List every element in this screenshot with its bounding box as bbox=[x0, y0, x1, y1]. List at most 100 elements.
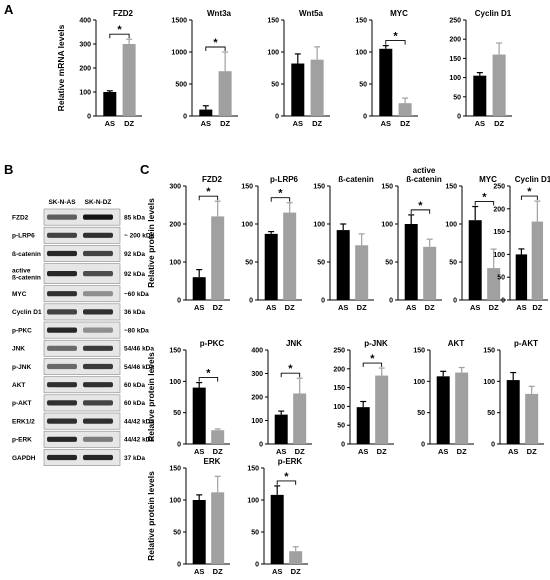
x-tick-label: AS bbox=[293, 119, 303, 128]
significance-bracket bbox=[385, 40, 406, 45]
significance-bracket bbox=[109, 33, 130, 39]
blot-size-label: 92 kDa bbox=[124, 251, 145, 258]
significance-star: * bbox=[278, 188, 283, 200]
x-tick-label: AS bbox=[201, 119, 211, 128]
blot-size-label: 54/46 kDa bbox=[124, 346, 154, 353]
bar bbox=[379, 48, 393, 116]
blot-strip bbox=[43, 376, 121, 394]
blot-size-label: 44/42 kDa bbox=[124, 418, 154, 425]
chart: 0 50 100 150 ERK Relative protein levels AS DZ bbox=[146, 457, 230, 576]
panel-label-c: C bbox=[140, 162, 150, 177]
blot-row-label: MYC bbox=[12, 291, 27, 298]
blot-band bbox=[47, 232, 77, 238]
x-tick-label: AS bbox=[516, 303, 526, 312]
x-tick-label: AS bbox=[194, 567, 204, 576]
blot-strip bbox=[43, 303, 121, 321]
y-tick-label: 50 bbox=[173, 530, 181, 537]
blot-band bbox=[47, 436, 77, 442]
significance-bracket bbox=[280, 372, 301, 378]
y-tick-label: 100 bbox=[169, 498, 181, 505]
bar bbox=[455, 372, 469, 444]
y-tick-label: 50 bbox=[271, 82, 279, 89]
blot-row-label: Cyclin D1 bbox=[12, 309, 42, 316]
blot-size-label: 60 kDa bbox=[124, 382, 145, 389]
x-tick-label: DZ bbox=[220, 119, 230, 128]
chart-title: JNK bbox=[286, 339, 302, 348]
chart-title: ERK bbox=[204, 457, 221, 466]
bar bbox=[192, 387, 206, 444]
significance-bracket bbox=[205, 46, 226, 51]
y-tick-label: 0 bbox=[177, 442, 181, 449]
chart: 0 50 100 150 200 250 p-JNK AS DZ * bbox=[333, 339, 394, 456]
significance-bracket bbox=[198, 195, 219, 201]
bar bbox=[283, 212, 297, 300]
y-tick-label: 0 bbox=[255, 562, 259, 569]
x-tick-label: AS bbox=[470, 303, 480, 312]
chart: 0 50 100 150 Wnt5a AS DZ bbox=[267, 9, 330, 128]
significance-star: * bbox=[288, 363, 293, 375]
bar bbox=[398, 103, 412, 116]
y-tick-label: 100 bbox=[333, 404, 345, 411]
y-tick-label: 100 bbox=[169, 260, 181, 267]
blot-size-label: 54/46 kDa bbox=[124, 364, 154, 371]
y-tick-label: 1500 bbox=[171, 18, 187, 25]
blot-size-label: ~60 kDa bbox=[124, 291, 149, 298]
chart-title: Cyclin D1 bbox=[515, 175, 550, 184]
chart: 0 50 100 150 200 250 Cyclin D1 AS DZ bbox=[449, 9, 512, 128]
blot-band bbox=[47, 418, 77, 424]
y-tick-label: 200 bbox=[79, 66, 91, 73]
y-tick-label: 0 bbox=[259, 442, 263, 449]
chart-title: p-AKT bbox=[514, 339, 538, 348]
y-tick-label: 0 bbox=[389, 298, 393, 305]
chart-title: active ß-catenin bbox=[406, 166, 442, 184]
y-tick-label: 150 bbox=[355, 18, 367, 25]
significance-star: * bbox=[370, 353, 375, 365]
x-tick-label: DZ bbox=[457, 447, 467, 456]
blot-size-label: 85 kDa bbox=[124, 214, 145, 221]
blot-band bbox=[83, 345, 113, 351]
x-tick-label: AS bbox=[276, 447, 286, 456]
bar bbox=[211, 430, 225, 444]
y-tick-label: 50 bbox=[453, 94, 461, 101]
x-tick-label: DZ bbox=[357, 303, 367, 312]
blot-size-label: ~ 200 kDa bbox=[124, 233, 155, 240]
y-tick-label: 0 bbox=[87, 114, 91, 121]
y-tick-label: 300 bbox=[169, 184, 181, 191]
y-tick-label: 150 bbox=[267, 18, 279, 25]
y-tick-label: 400 bbox=[79, 18, 91, 25]
bar bbox=[270, 494, 284, 564]
chart-title: p-JNK bbox=[364, 339, 388, 348]
significance-star: * bbox=[418, 200, 423, 212]
y-tick-label: 250 bbox=[493, 184, 505, 191]
y-tick-label: 50 bbox=[359, 82, 367, 89]
bar bbox=[492, 54, 506, 116]
y-tick-label: 100 bbox=[493, 252, 505, 259]
bar bbox=[356, 407, 370, 444]
chart-title: p-ERK bbox=[278, 457, 303, 466]
y-tick-label: 50 bbox=[497, 275, 505, 282]
bar bbox=[487, 268, 501, 300]
significance-star: * bbox=[117, 24, 122, 36]
bar bbox=[515, 254, 528, 300]
x-tick-label: AS bbox=[358, 447, 368, 456]
y-tick-label: 50 bbox=[337, 423, 345, 430]
blot-size-label: 92 kDa bbox=[124, 271, 145, 278]
significance-bracket bbox=[520, 195, 538, 201]
chart: 0 500 1000 1500 Wnt3a AS DZ * bbox=[171, 9, 238, 128]
blot-band bbox=[83, 250, 113, 257]
y-axis-label: Relative protein levels bbox=[146, 471, 156, 561]
y-tick-label: 0 bbox=[183, 114, 187, 121]
panel-label-b: B bbox=[4, 162, 14, 177]
x-tick-label: DZ bbox=[532, 303, 542, 312]
blot-band bbox=[83, 436, 113, 442]
chart-title: p-LRP6 bbox=[270, 175, 299, 184]
y-tick-label: 0 bbox=[275, 114, 279, 121]
blot-band bbox=[83, 382, 113, 388]
chart: 0 50 100 150 ß-catenin AS DZ bbox=[313, 175, 374, 312]
y-tick-label: 100 bbox=[267, 50, 279, 57]
blot-strip bbox=[43, 226, 121, 244]
y-tick-label: 300 bbox=[251, 371, 263, 378]
chart: 0 50 100 150 200 250 Cyclin D1 AS DZ * bbox=[493, 175, 550, 312]
significance-bracket bbox=[474, 201, 495, 206]
